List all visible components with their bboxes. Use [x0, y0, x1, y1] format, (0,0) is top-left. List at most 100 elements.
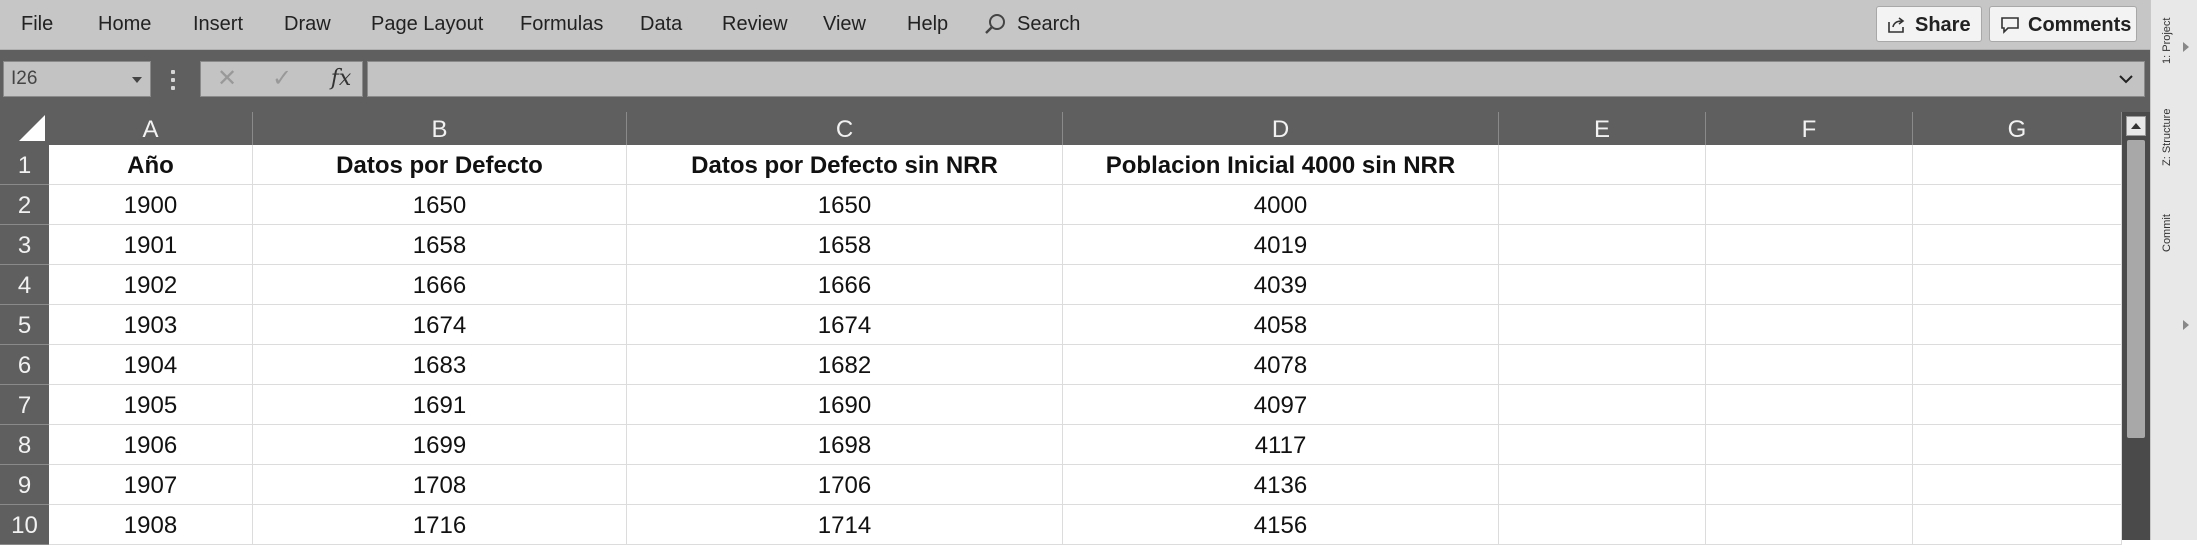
- column-header-d[interactable]: D: [1063, 112, 1499, 145]
- table-cell[interactable]: [1499, 345, 1706, 385]
- table-cell[interactable]: 1650: [627, 185, 1063, 225]
- side-tab-project[interactable]: 1: Project: [2161, 17, 2173, 64]
- header-cell[interactable]: Datos por Defecto sin NRR: [627, 145, 1063, 185]
- table-cell[interactable]: 1690: [627, 385, 1063, 425]
- header-cell[interactable]: [1913, 145, 2122, 185]
- scroll-thumb[interactable]: [2127, 140, 2145, 438]
- table-cell[interactable]: 1658: [253, 225, 627, 265]
- table-cell[interactable]: [1499, 425, 1706, 465]
- table-cell[interactable]: 4136: [1063, 465, 1499, 505]
- chevron-down-icon[interactable]: [132, 77, 142, 83]
- row-header[interactable]: 9: [0, 465, 49, 505]
- column-header-g[interactable]: G: [1913, 112, 2122, 145]
- table-cell[interactable]: 1906: [49, 425, 253, 465]
- side-tab-structure[interactable]: Z: Structure: [2161, 108, 2173, 166]
- table-cell[interactable]: 1683: [253, 345, 627, 385]
- formula-input[interactable]: [367, 61, 2145, 97]
- menu-item-home[interactable]: Home: [98, 13, 152, 35]
- menu-item-view[interactable]: View: [823, 13, 866, 35]
- row-header[interactable]: 2: [0, 185, 49, 225]
- scroll-up-icon[interactable]: [2126, 116, 2146, 136]
- table-cell[interactable]: [1706, 225, 1913, 265]
- table-cell[interactable]: [1913, 305, 2122, 345]
- menu-item-draw[interactable]: Draw: [284, 13, 331, 35]
- table-cell[interactable]: [1706, 385, 1913, 425]
- table-cell[interactable]: 1908: [49, 505, 253, 545]
- table-cell[interactable]: 1716: [253, 505, 627, 545]
- table-cell[interactable]: [1499, 265, 1706, 305]
- table-cell[interactable]: [1913, 185, 2122, 225]
- comments-button[interactable]: Comments: [1989, 6, 2137, 42]
- table-cell[interactable]: 1691: [253, 385, 627, 425]
- table-cell[interactable]: 4000: [1063, 185, 1499, 225]
- cancel-icon[interactable]: ✕: [216, 65, 238, 92]
- row-header[interactable]: 4: [0, 265, 49, 305]
- menu-item-data[interactable]: Data: [640, 13, 683, 35]
- header-cell[interactable]: Poblacion Inicial 4000 sin NRR: [1063, 145, 1499, 185]
- table-cell[interactable]: 1708: [253, 465, 627, 505]
- table-cell[interactable]: 1902: [49, 265, 253, 305]
- insert-function-icon[interactable]: fx: [330, 66, 352, 91]
- table-cell[interactable]: [1706, 305, 1913, 345]
- table-cell[interactable]: 4117: [1063, 425, 1499, 465]
- table-cell[interactable]: 1714: [627, 505, 1063, 545]
- table-cell[interactable]: 1650: [253, 185, 627, 225]
- table-cell[interactable]: [1913, 225, 2122, 265]
- vertical-scrollbar[interactable]: [2122, 112, 2150, 540]
- table-cell[interactable]: [1706, 345, 1913, 385]
- table-cell[interactable]: [1499, 225, 1706, 265]
- menu-item-insert[interactable]: Insert: [193, 13, 244, 35]
- menu-item-page-layout[interactable]: Page Layout: [371, 13, 484, 35]
- chevron-right-icon[interactable]: [2183, 42, 2189, 52]
- menu-item-help[interactable]: Help: [907, 13, 949, 35]
- column-header-f[interactable]: F: [1706, 112, 1913, 145]
- table-cell[interactable]: 1903: [49, 305, 253, 345]
- header-cell[interactable]: Año: [49, 145, 253, 185]
- table-cell[interactable]: 4156: [1063, 505, 1499, 545]
- table-cell[interactable]: [1913, 505, 2122, 545]
- table-cell[interactable]: [1499, 505, 1706, 545]
- table-cell[interactable]: [1706, 465, 1913, 505]
- table-cell[interactable]: 4058: [1063, 305, 1499, 345]
- column-header-a[interactable]: A: [49, 112, 253, 145]
- menu-item-review[interactable]: Review: [722, 13, 788, 35]
- table-cell[interactable]: 1674: [627, 305, 1063, 345]
- menu-item-file[interactable]: File: [21, 13, 54, 35]
- table-cell[interactable]: 1699: [253, 425, 627, 465]
- row-header[interactable]: 7: [0, 385, 49, 425]
- table-cell[interactable]: 1901: [49, 225, 253, 265]
- table-cell[interactable]: 1666: [253, 265, 627, 305]
- menu-item-formulas[interactable]: Formulas: [520, 13, 604, 35]
- column-header-b[interactable]: B: [253, 112, 627, 145]
- table-cell[interactable]: [1706, 425, 1913, 465]
- enter-check-icon[interactable]: ✓: [271, 65, 293, 92]
- row-header[interactable]: 10: [0, 505, 49, 545]
- table-cell[interactable]: 1706: [627, 465, 1063, 505]
- table-cell[interactable]: 4097: [1063, 385, 1499, 425]
- table-cell[interactable]: 4039: [1063, 265, 1499, 305]
- name-box[interactable]: I26: [3, 61, 151, 97]
- header-cell[interactable]: [1706, 145, 1913, 185]
- table-cell[interactable]: 1682: [627, 345, 1063, 385]
- table-cell[interactable]: 1658: [627, 225, 1063, 265]
- row-header[interactable]: 3: [0, 225, 49, 265]
- table-cell[interactable]: 1904: [49, 345, 253, 385]
- table-cell[interactable]: [1913, 265, 2122, 305]
- table-cell[interactable]: 1674: [253, 305, 627, 345]
- chevron-right-icon[interactable]: [2183, 320, 2189, 330]
- header-cell[interactable]: Datos por Defecto: [253, 145, 627, 185]
- table-cell[interactable]: [1499, 305, 1706, 345]
- table-cell[interactable]: [1706, 265, 1913, 305]
- table-cell[interactable]: [1706, 185, 1913, 225]
- row-header[interactable]: 1: [0, 145, 49, 185]
- search-label[interactable]: Search: [1017, 13, 1081, 35]
- table-cell[interactable]: [1913, 345, 2122, 385]
- table-cell[interactable]: 1905: [49, 385, 253, 425]
- table-cell[interactable]: 4019: [1063, 225, 1499, 265]
- table-cell[interactable]: [1499, 385, 1706, 425]
- table-cell[interactable]: [1499, 185, 1706, 225]
- column-header-c[interactable]: C: [627, 112, 1063, 145]
- table-cell[interactable]: 1698: [627, 425, 1063, 465]
- share-button[interactable]: Share: [1876, 6, 1982, 42]
- table-cell[interactable]: 1666: [627, 265, 1063, 305]
